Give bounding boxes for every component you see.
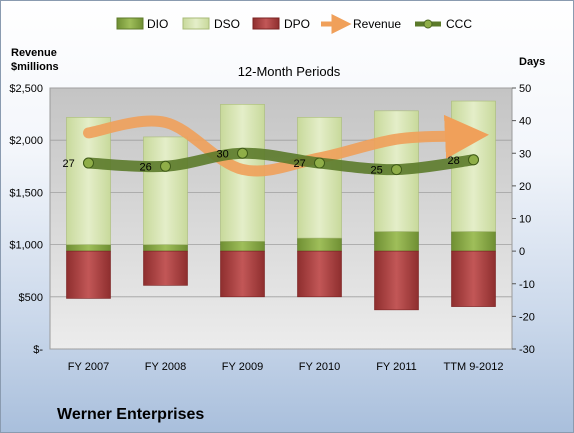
x-tick-label: TTM 9-2012: [444, 361, 504, 373]
bar-dpo: [220, 250, 265, 298]
legend-swatch-dso: [182, 17, 210, 30]
legend-item-dpo: DPO: [252, 17, 310, 31]
legend-label-ccc: CCC: [446, 17, 472, 31]
ccc-point: [468, 154, 479, 166]
right-tick-label: 50: [519, 83, 531, 95]
bars: [66, 100, 496, 311]
chart-title: 12-Month Periods: [238, 64, 341, 79]
right-tick-label: 30: [519, 148, 531, 160]
legend-item-ccc: CCC: [415, 17, 472, 31]
legend-label-dio: DIO: [147, 17, 168, 31]
right-tick-label: -30: [519, 344, 535, 356]
right-tick-label: -20: [519, 311, 535, 323]
legend-item-dso: DSO: [182, 17, 240, 31]
revenue-line: [83, 114, 489, 177]
ccc-data-label: 27: [63, 158, 75, 170]
bar-dio: [297, 237, 342, 252]
bar-dso: [66, 117, 111, 245]
legend-swatch-dio: [116, 17, 144, 30]
bar-dio: [66, 244, 111, 252]
ccc-data-label: 25: [371, 165, 383, 177]
revenue-series: [83, 114, 489, 177]
legend-label-dpo: DPO: [284, 17, 310, 31]
left-tick-label: $1,000: [9, 240, 43, 252]
right-tick-label: -10: [519, 279, 535, 291]
ccc-point: [314, 157, 325, 169]
ccc-line: [83, 147, 479, 176]
x-tick-label: FY 2010: [299, 361, 340, 373]
bar-dio: [220, 241, 265, 252]
ccc-data-label: 26: [140, 161, 152, 173]
ccc-data-label: 28: [448, 155, 460, 167]
legend-swatch-dpo: [252, 17, 280, 30]
ccc-series: 27 26 30 27 25 28: [63, 147, 479, 177]
right-tick-label: 40: [519, 116, 531, 128]
company-name: Werner Enterprises: [57, 406, 205, 423]
bar-dio: [374, 231, 419, 252]
bar-dio: [143, 244, 188, 252]
left-tick-label: $-: [33, 344, 43, 356]
ccc-point: [391, 164, 402, 176]
right-tick-label: 10: [519, 214, 531, 226]
legend-item-dio: DIO: [116, 17, 168, 31]
right-axis-label: Days: [519, 56, 545, 68]
left-tick-label: $1,500: [9, 187, 43, 199]
legend: DIO DSO DPO Revenue CCC: [116, 14, 472, 34]
bar-dpo: [451, 250, 496, 307]
left-tick-label: $2,000: [9, 135, 43, 147]
x-tick-label: FY 2007: [68, 361, 109, 373]
ccc-point: [160, 160, 171, 172]
x-tick-label: FY 2008: [145, 361, 186, 373]
ccc-point: [83, 157, 94, 169]
bar-dso: [143, 136, 188, 245]
x-tick-label: FY 2009: [222, 361, 263, 373]
left-tick-label: $2,500: [9, 83, 43, 95]
right-axis-ticks: -30 -20 -10 0 10 20 30 40 50: [512, 83, 535, 356]
ccc-point: [237, 147, 248, 159]
legend-label-dso: DSO: [214, 17, 240, 31]
left-axis-label-line2: $millions: [11, 61, 59, 73]
right-tick-label: 0: [519, 246, 525, 258]
bar-dpo: [143, 250, 188, 286]
legend-marker-ccc: [423, 19, 433, 29]
bar-dpo: [374, 250, 419, 311]
left-axis-label-line1: Revenue: [11, 47, 57, 59]
left-axis-ticks: $- $500 $1,000 $1,500 $2,000 $2,500: [9, 83, 43, 356]
ccc-data-label: 30: [217, 148, 229, 160]
x-axis-ticks: FY 2007 FY 2008 FY 2009 FY 2010 FY 2011 TTM 9…: [68, 361, 504, 373]
bar-dpo: [297, 250, 342, 298]
bar-dso: [297, 117, 342, 239]
right-tick-label: 20: [519, 181, 531, 193]
legend-item-revenue: Revenue: [321, 14, 401, 34]
legend-label-revenue: Revenue: [353, 17, 401, 31]
ccc-data-label: 27: [294, 158, 306, 170]
x-tick-label: FY 2011: [376, 361, 417, 373]
left-tick-label: $500: [19, 292, 43, 304]
bar-dpo: [66, 250, 111, 299]
bar-dio: [451, 231, 496, 252]
